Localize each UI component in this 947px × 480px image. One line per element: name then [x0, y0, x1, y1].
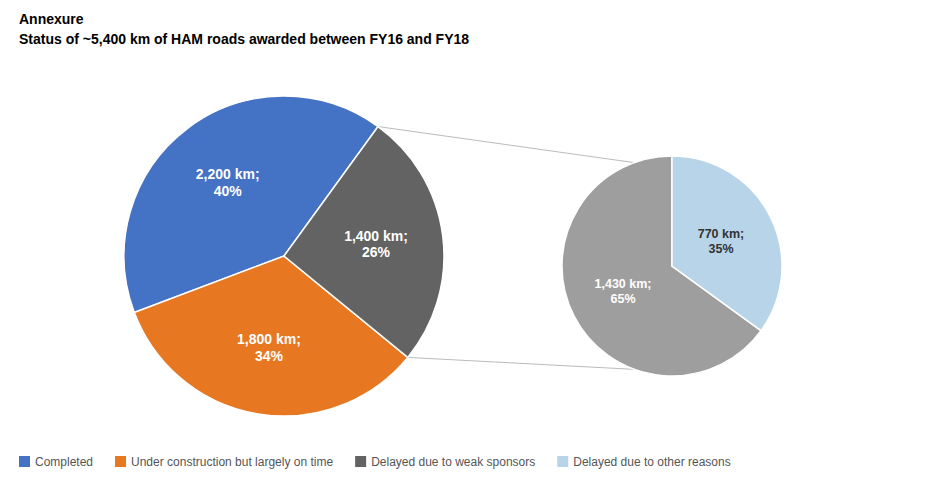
pie-slice	[284, 127, 444, 358]
legend-swatch	[19, 456, 30, 467]
legend-item: Under construction but largely on time	[115, 455, 333, 469]
pie-slice	[672, 156, 782, 331]
data-label: 770 km;35%	[698, 227, 745, 256]
data-label: 1,430 km;65%	[595, 277, 652, 306]
legend-label: Delayed due to other reasons	[573, 455, 730, 469]
connector-line	[408, 357, 635, 369]
legend-swatch	[355, 456, 366, 467]
data-label: 1,400 km;26%	[344, 228, 408, 261]
legend-item: Completed	[19, 455, 93, 469]
legend-swatch	[115, 456, 126, 467]
legend-item: Delayed due to weak sponsors	[355, 455, 535, 469]
data-label: 1,800 km;34%	[237, 331, 301, 364]
subtitle: Status of ~5,400 km of HAM roads awarded…	[19, 31, 469, 47]
data-label: 2,200 km;40%	[196, 166, 260, 199]
legend-item: Delayed due to other reasons	[557, 455, 730, 469]
legend-swatch	[557, 456, 568, 467]
chart: Annexure Status of ~5,400 km of HAM roads…	[0, 0, 947, 480]
pie: 2,200 km;40% 1,800 km;34% 1,400 km;26%	[124, 96, 444, 416]
legend-label: Under construction but largely on time	[131, 455, 333, 469]
pie: 1,430 km;65% 770 km;35%	[562, 156, 782, 376]
connector-line	[378, 127, 634, 163]
legend-label: Completed	[35, 455, 93, 469]
title: Annexure	[19, 11, 84, 27]
legend-label: Delayed due to weak sponsors	[371, 455, 535, 469]
legend: Completed Under construction but largely …	[19, 455, 731, 469]
